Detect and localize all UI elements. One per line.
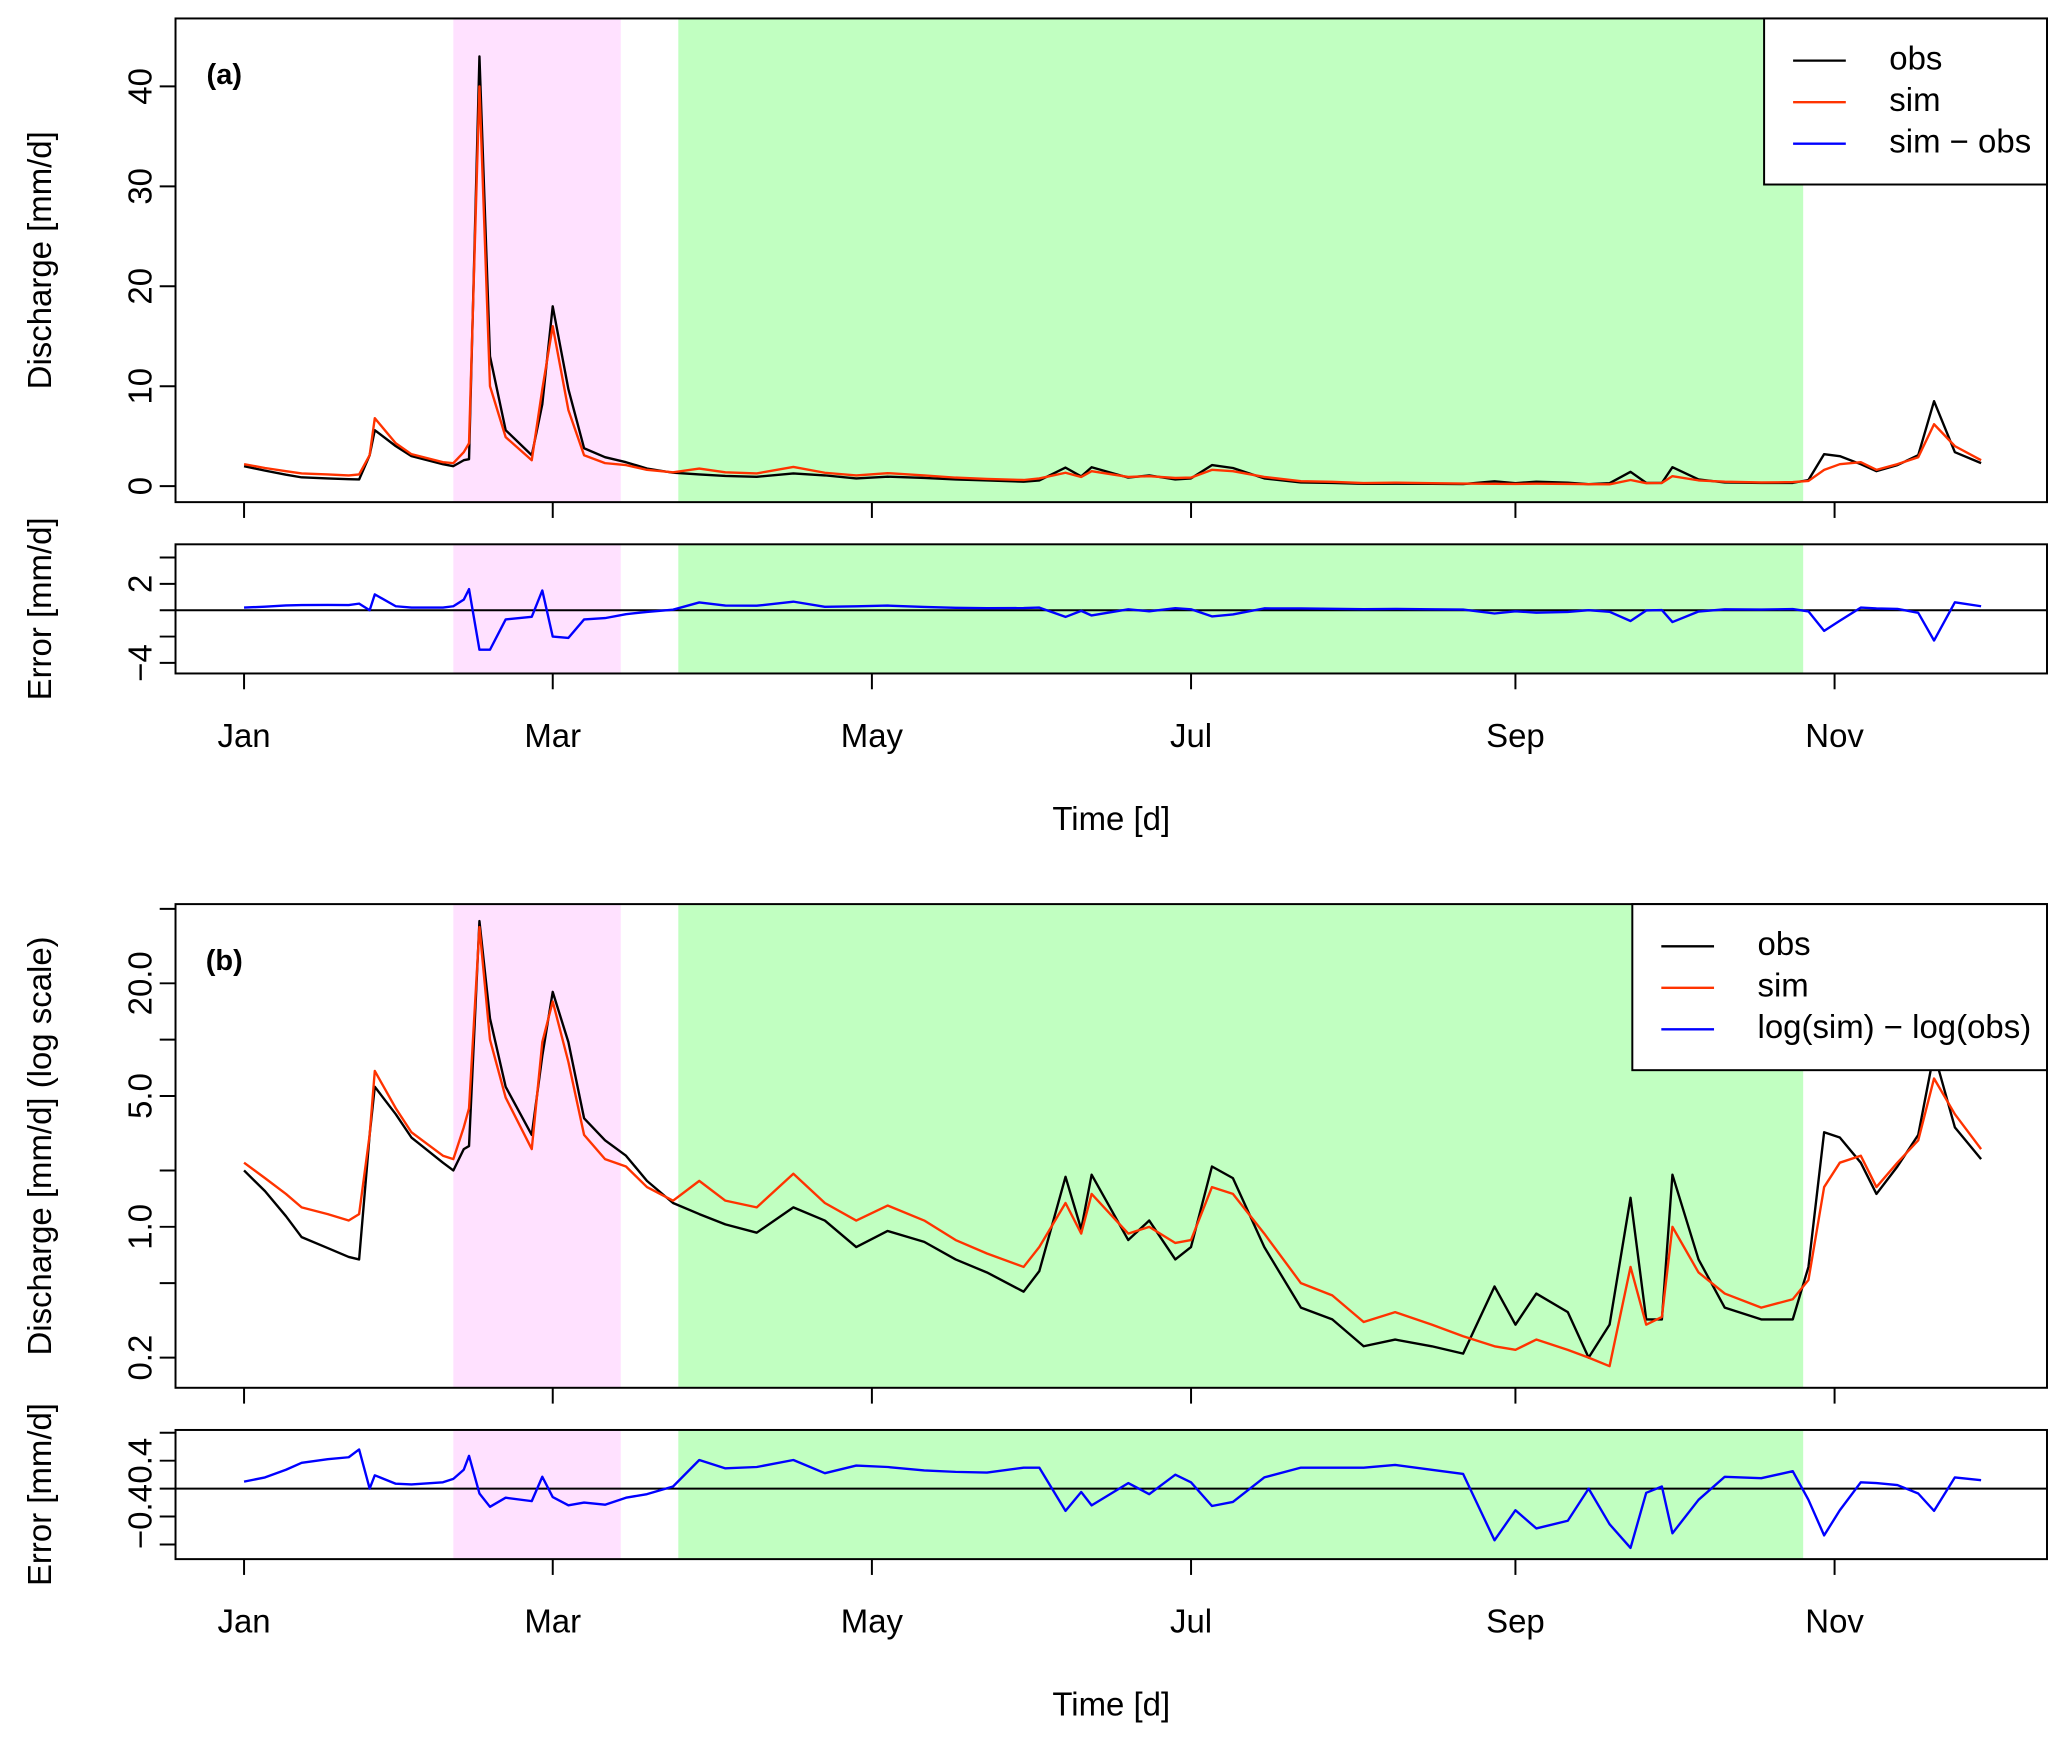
legend-label: sim bbox=[1758, 966, 1809, 1003]
error-axis-title: Error [mm/d] bbox=[21, 517, 58, 700]
y-tick-label: 10 bbox=[121, 368, 158, 405]
series-line bbox=[244, 587, 1982, 651]
series-line bbox=[243, 925, 1983, 1368]
x-tick-label: Jan bbox=[218, 717, 271, 754]
x-tick-label: Jul bbox=[1170, 1602, 1212, 1639]
legend-label: obs bbox=[1889, 39, 1942, 76]
panel-label: (b) bbox=[206, 945, 243, 977]
x-tick-label: May bbox=[841, 717, 904, 754]
panel-label: (a) bbox=[207, 59, 242, 91]
x-tick-label: Jul bbox=[1170, 717, 1212, 754]
y-tick-label: 5.0 bbox=[121, 1073, 158, 1119]
y-axis-title: Discharge [mm/d] bbox=[21, 131, 58, 389]
plot-frame bbox=[174, 543, 2048, 675]
shaded-period bbox=[453, 1429, 621, 1560]
legend-label: sim − obs bbox=[1889, 122, 2031, 159]
y-tick-label: 0 bbox=[121, 477, 158, 495]
y-tick-label: 30 bbox=[121, 168, 158, 205]
shaded-period bbox=[678, 18, 1804, 503]
x-tick-label: Mar bbox=[524, 717, 581, 754]
error-axis-title: Error [mm/d] bbox=[21, 1403, 58, 1586]
legend-label: obs bbox=[1758, 925, 1811, 962]
legend-box bbox=[1763, 17, 2048, 186]
legend: obs sim sim − obs bbox=[1763, 17, 2048, 186]
x-tick-label: Mar bbox=[524, 1602, 581, 1639]
plot-frame bbox=[174, 17, 2048, 504]
x-tick-label: Nov bbox=[1805, 1602, 1864, 1639]
y-tick-label: 0.2 bbox=[121, 1335, 158, 1381]
shaded-period bbox=[678, 544, 1804, 674]
x-tick-label: May bbox=[841, 1602, 904, 1639]
series-line bbox=[243, 1448, 1982, 1550]
legend-box bbox=[1631, 903, 2048, 1072]
y-tick-label: 20.0 bbox=[121, 951, 158, 1015]
series-line bbox=[243, 919, 1983, 1359]
y-tick-label: 1.0 bbox=[121, 1204, 158, 1250]
y-tick-label: −0.4 bbox=[121, 1484, 158, 1549]
legend: obs sim log(sim) − log(obs) bbox=[1631, 903, 2048, 1072]
shaded-period bbox=[678, 904, 1804, 1388]
x-axis-title: Time [d] bbox=[1052, 1685, 1170, 1722]
y-tick-label: 20 bbox=[121, 268, 158, 305]
shaded-period bbox=[453, 544, 621, 674]
x-tick-label: Jan bbox=[218, 1602, 271, 1639]
legend-label: sim bbox=[1889, 81, 1940, 118]
legend-label: log(sim) − log(obs) bbox=[1758, 1008, 2032, 1045]
series-line bbox=[243, 85, 1982, 486]
shaded-period bbox=[453, 904, 621, 1388]
y-axis-title: Discharge [mm/d] (log scale) bbox=[21, 936, 58, 1355]
y-tick-label: 2 bbox=[121, 575, 158, 593]
x-axis-title: Time [d] bbox=[1052, 800, 1170, 837]
x-tick-label: Sep bbox=[1486, 1602, 1545, 1639]
x-tick-label: Nov bbox=[1805, 717, 1864, 754]
x-tick-label: Sep bbox=[1486, 717, 1545, 754]
y-tick-label: 40 bbox=[121, 68, 158, 105]
plot-frame bbox=[174, 1428, 2048, 1561]
y-tick-label: 0.4 bbox=[121, 1438, 158, 1484]
plot-frame bbox=[174, 903, 2048, 1389]
y-tick-label: −4 bbox=[121, 644, 158, 682]
